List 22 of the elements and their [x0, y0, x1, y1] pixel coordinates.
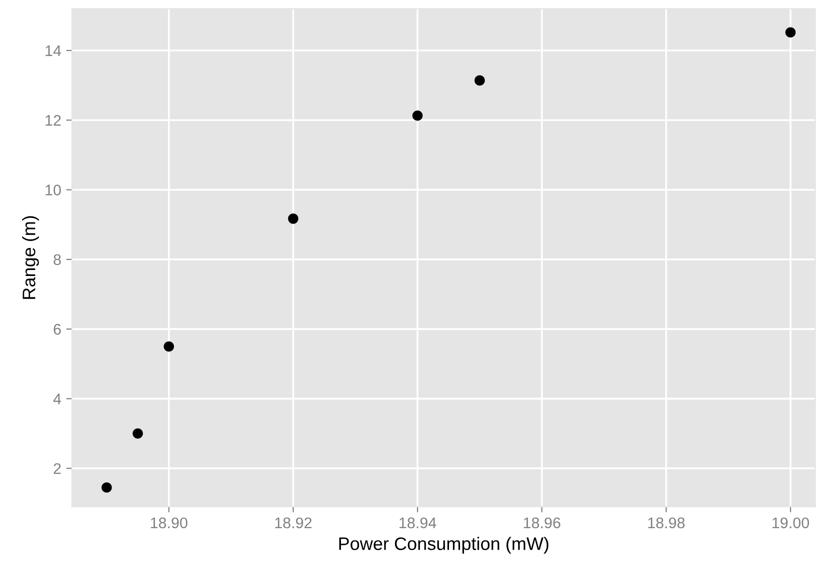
y-axis-title: Range (m) — [22, 216, 39, 299]
y-tick-label: 10 — [46, 184, 61, 196]
y-tick-label: 2 — [54, 463, 61, 474]
x-tick-label: 18.90 — [150, 517, 188, 528]
point — [164, 341, 174, 352]
point — [412, 110, 423, 121]
point — [102, 482, 112, 493]
x-tick-label: 18.96 — [524, 517, 560, 528]
x-tick-label: 19.00 — [772, 517, 810, 528]
y-tick-label: 8 — [54, 254, 61, 266]
y-tick-label: 6 — [54, 324, 61, 335]
y-tick-label: 12 — [46, 115, 61, 126]
x-tick-label: 18.92 — [275, 517, 312, 528]
x-axis-title: Power Consumption (mW) — [339, 536, 548, 554]
x-tick-label: 18.98 — [648, 517, 685, 528]
point — [132, 428, 143, 439]
point — [288, 214, 298, 224]
y-tick-label: 14 — [46, 46, 62, 56]
x-tick-label: 18.94 — [400, 517, 436, 528]
point — [785, 27, 796, 38]
point — [474, 75, 485, 86]
y-tick-label: 4 — [53, 394, 62, 404]
